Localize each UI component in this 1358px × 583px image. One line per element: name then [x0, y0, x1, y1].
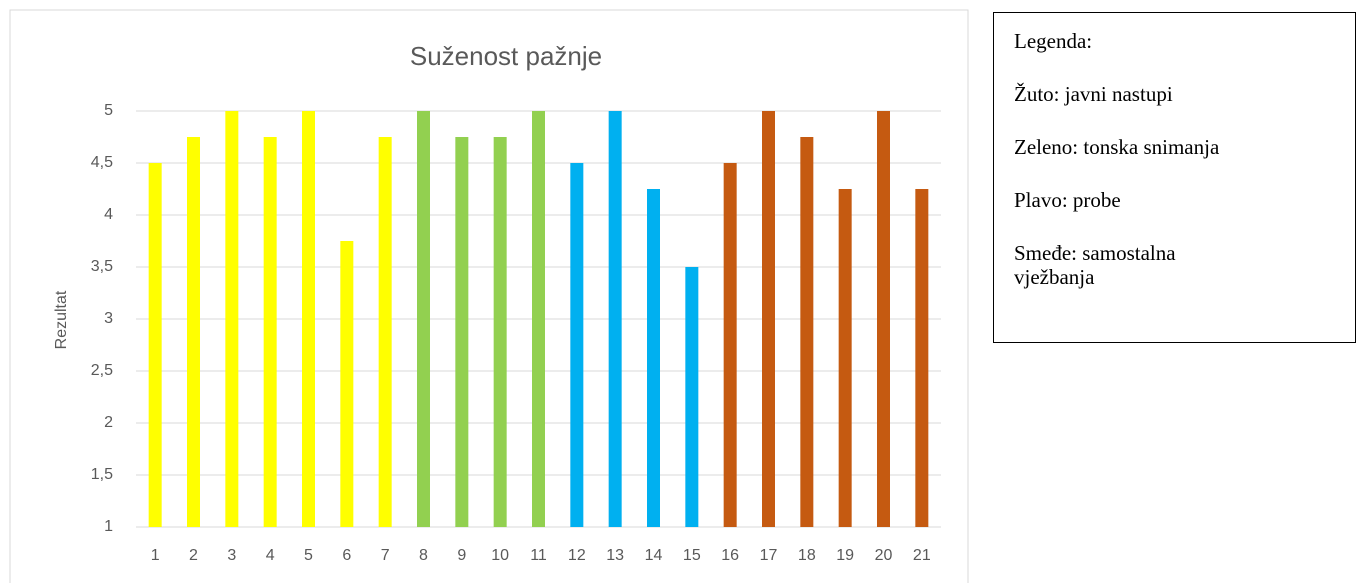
- bar: [877, 111, 890, 527]
- x-tick-label: 4: [266, 547, 275, 564]
- x-tick-label: 14: [645, 547, 663, 564]
- x-tick-label: 1: [151, 547, 160, 564]
- bar: [647, 189, 660, 527]
- x-tick-label: 16: [721, 547, 739, 564]
- legend-item: Plavo: probe: [1014, 188, 1121, 212]
- bar: [148, 163, 162, 527]
- legend-box: Legenda: Žuto: javni nastupi Zeleno: ton…: [993, 12, 1356, 343]
- y-axis-label: Rezultat: [53, 290, 70, 349]
- bar: [608, 111, 622, 527]
- bar: [302, 111, 315, 527]
- x-tick-label: 12: [568, 547, 586, 564]
- bar: [685, 267, 699, 527]
- y-tick-label: 2,5: [91, 362, 113, 379]
- x-tick-label: 10: [491, 547, 509, 564]
- legend-item: Žuto: javni nastupi: [1014, 82, 1173, 106]
- x-tick-label: 11: [530, 547, 547, 564]
- chart: Suženost pažnje Rezultat 1 1,5 2 2,5 3 3,5 4 4,…: [9, 9, 969, 583]
- bar: [800, 137, 814, 527]
- x-tick-label: 9: [457, 547, 466, 564]
- legend-item: Smeđe: samostalna vježbanja: [1014, 241, 1176, 289]
- y-tick-label: 5: [104, 102, 113, 119]
- x-tick-label: 17: [760, 547, 778, 564]
- bar: [493, 137, 507, 527]
- legend-title: Legenda:: [1014, 29, 1093, 53]
- bar: [570, 163, 584, 527]
- bar: [762, 111, 775, 527]
- bar: [340, 241, 354, 527]
- y-tick-label: 3,5: [91, 258, 113, 275]
- bar: [225, 111, 239, 527]
- bar: [723, 163, 737, 527]
- y-tick-label: 4: [104, 206, 113, 223]
- x-tick-label: 6: [342, 547, 351, 564]
- bar: [532, 111, 545, 527]
- bar: [417, 111, 430, 527]
- y-tick-label: 3: [104, 310, 113, 327]
- x-tick-label: 2: [189, 547, 198, 564]
- x-tick-label: 20: [875, 547, 893, 564]
- x-tick-label: 7: [381, 547, 390, 564]
- x-tick-label: 19: [836, 547, 854, 564]
- bar: [455, 137, 469, 527]
- x-tick-label: 21: [913, 547, 931, 564]
- x-tick-label: 8: [419, 547, 428, 564]
- x-tick-label: 5: [304, 547, 313, 564]
- y-tick-label: 2: [104, 414, 113, 431]
- bar: [187, 137, 200, 527]
- y-tick-label: 4,5: [91, 154, 113, 171]
- x-tick-label: 13: [606, 547, 624, 564]
- chart-title: Suženost pažnje: [410, 41, 602, 71]
- bar: [915, 189, 929, 527]
- x-tick-label: 18: [798, 547, 816, 564]
- x-tick-label: 15: [683, 547, 701, 564]
- legend-item: Zeleno: tonska snimanja: [1014, 135, 1220, 159]
- x-tick-label: 3: [227, 547, 236, 564]
- bar: [838, 189, 852, 527]
- bar: [263, 137, 277, 527]
- bar: [378, 137, 392, 527]
- y-tick-label: 1: [104, 518, 113, 535]
- y-tick-label: 1,5: [91, 466, 113, 483]
